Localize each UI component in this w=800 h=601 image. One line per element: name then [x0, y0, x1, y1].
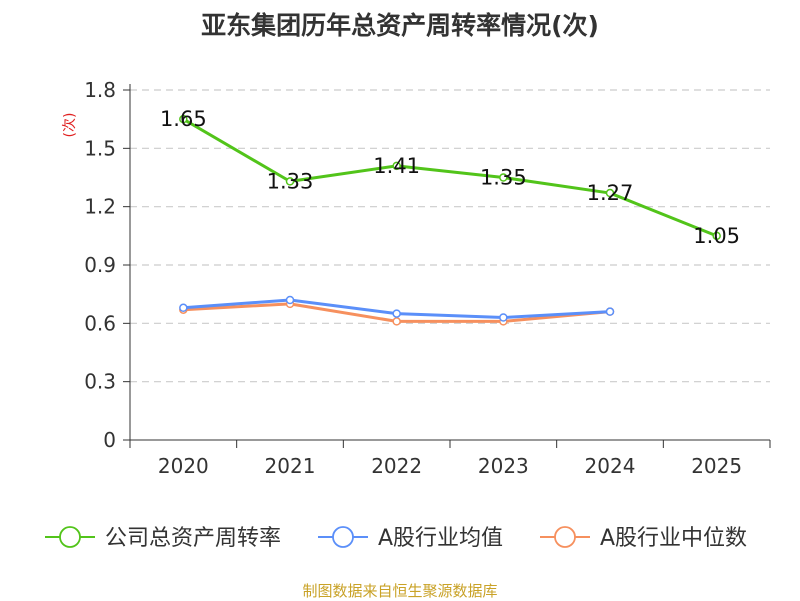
data-point	[499, 313, 508, 322]
y-tick-label: 0.9	[84, 253, 116, 277]
data-point	[179, 114, 188, 124]
data-label: 1.33	[267, 169, 314, 193]
data-label: 1.35	[480, 166, 527, 190]
x-tick-label: 2022	[371, 454, 422, 478]
data-labels: 1.65 1.33 1.41 1.35 1.27 1.05	[160, 107, 740, 248]
legend-label: A股行业中位数	[600, 526, 747, 551]
y-axis-label: (次)	[62, 113, 78, 138]
data-point	[392, 317, 401, 326]
data-point	[285, 295, 295, 305]
legend: 公司总资产周转率 A股行业均值 A股行业中位数	[45, 526, 747, 551]
x-tick-label: 2021	[265, 454, 316, 478]
x-tick-label: 2023	[478, 454, 529, 478]
axes: 0 0.3 0.6 0.9 1.2 1.5 1.8 2020 2021 2022 2023 2024 2…	[62, 78, 771, 478]
data-point	[392, 309, 401, 318]
y-tick-label: 1.2	[84, 195, 116, 219]
x-tick-label: 2025	[691, 454, 742, 478]
series-line	[182, 117, 718, 238]
data-point	[392, 161, 401, 171]
y-tick-label: 1.5	[84, 136, 116, 160]
data-label: 1.41	[373, 154, 420, 178]
data-label: 1.27	[587, 181, 634, 205]
data-label: 1.65	[160, 107, 207, 131]
y-tick-label: 1.8	[84, 78, 116, 102]
data-label: 1.05	[693, 224, 740, 248]
legend-marker	[59, 526, 81, 548]
data-point	[712, 231, 721, 241]
y-tick-label: 0.3	[84, 370, 116, 394]
x-tick-label: 2024	[585, 454, 636, 478]
y-tick-label: 0	[103, 428, 116, 452]
chart-title: 亚东集团历年总资产周转率情况(次)	[201, 11, 599, 40]
data-point	[605, 307, 615, 316]
series-lines	[179, 114, 721, 326]
data-point	[285, 177, 295, 186]
data-point	[499, 173, 508, 182]
data-point	[605, 188, 615, 198]
source-note: 制图数据来自恒生聚源数据库	[302, 582, 498, 600]
grid-lines	[130, 89, 770, 383]
x-tick-label: 2020	[158, 454, 209, 478]
legend-label: 公司总资产周转率	[105, 526, 281, 551]
legend-marker	[332, 526, 354, 548]
legend-marker	[554, 526, 576, 548]
y-tick-label: 0.6	[84, 311, 116, 335]
data-point	[179, 303, 188, 313]
legend-label: A股行业均值	[378, 526, 503, 551]
